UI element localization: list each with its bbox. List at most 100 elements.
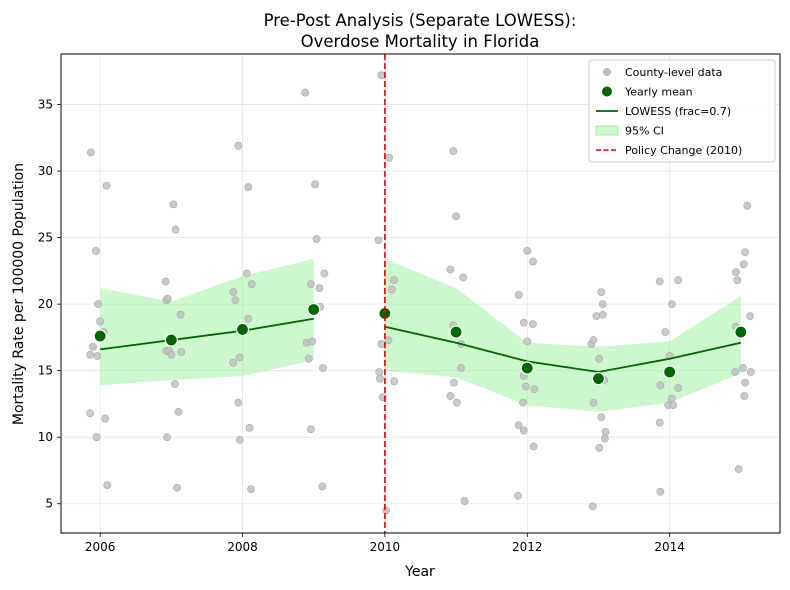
county-point (377, 71, 386, 80)
county-point (92, 433, 101, 442)
county-point (374, 236, 383, 245)
county-point (169, 200, 178, 209)
county-point (176, 310, 185, 319)
x-axis: 2006 2008 2010 2012 2014 (85, 533, 685, 554)
yearly-mean-point (520, 361, 534, 375)
county-point (529, 320, 537, 329)
county-point (459, 273, 468, 282)
county-point (601, 427, 610, 436)
county-point (452, 398, 461, 407)
county-point (318, 482, 327, 491)
county-point (741, 378, 750, 387)
county-point (595, 443, 604, 452)
lowess-line-post (384, 325, 742, 373)
county-point (739, 364, 747, 372)
county-point (600, 434, 609, 443)
legend-handle-ci (595, 125, 619, 136)
county-point (376, 374, 384, 383)
county-point (247, 485, 255, 493)
county-point (304, 354, 313, 363)
x-tick-label: 2008 (227, 540, 258, 554)
county-point (523, 337, 532, 346)
county-point (674, 276, 683, 285)
county-point (171, 380, 179, 388)
county-point (235, 353, 244, 362)
legend-label-policy: Policy Change (2010) (625, 144, 742, 157)
county-point (320, 269, 329, 278)
x-tick-label: 2014 (654, 540, 685, 554)
county-point (598, 310, 607, 319)
county-point (446, 265, 455, 274)
county-point (741, 248, 750, 257)
county-point (101, 414, 110, 423)
county-point (588, 502, 597, 511)
yearly-mean-point (734, 325, 748, 339)
county-point (529, 257, 537, 266)
confidence-bands (100, 258, 741, 412)
county-point (103, 481, 112, 489)
county-point (661, 328, 670, 336)
county-point (235, 435, 244, 444)
county-point (597, 413, 606, 422)
county-point (377, 340, 386, 348)
county-point (743, 201, 752, 210)
county-point (177, 348, 186, 356)
county-point (229, 288, 238, 297)
county-point (231, 296, 240, 305)
legend-label-lowess: LOWESS (frac=0.7) (625, 105, 731, 118)
x-tick-label: 2010 (370, 540, 401, 554)
y-tick-label: 15 (38, 364, 53, 378)
yearly-mean-point (591, 372, 606, 386)
county-points (86, 71, 755, 515)
county-point (446, 392, 455, 400)
legend-label-ci: 95% CI (625, 125, 664, 138)
county-point (301, 88, 310, 97)
chart-title-line-2: Overdose Mortality in Florida (301, 32, 540, 51)
county-point (86, 148, 95, 157)
county-point (734, 465, 743, 474)
county-point (589, 336, 598, 344)
county-point (731, 368, 740, 376)
county-point (740, 392, 749, 400)
county-point (308, 337, 317, 346)
county-point (96, 317, 105, 326)
county-point (530, 385, 539, 394)
county-point (229, 358, 238, 367)
chart-title-line-1: Pre-Post Analysis (Separate LOWESS): (264, 11, 577, 30)
county-point (598, 300, 607, 309)
county-point (592, 312, 601, 321)
yearly-mean-point (663, 365, 677, 379)
county-point (746, 312, 755, 321)
legend-handle-mean (601, 85, 613, 98)
county-point (93, 352, 102, 360)
county-point (375, 368, 384, 376)
yearly-mean-point (307, 302, 321, 317)
county-point (739, 260, 748, 269)
county-point (460, 497, 469, 505)
x-axis-label: Year (404, 564, 435, 580)
county-point (655, 277, 664, 286)
county-point (312, 235, 321, 243)
county-point (382, 506, 391, 515)
county-point (319, 364, 327, 372)
county-point (529, 442, 538, 451)
county-point (449, 147, 458, 156)
county-point (523, 247, 532, 255)
county-point (245, 423, 254, 432)
county-point (514, 421, 523, 430)
ci-band-post (384, 258, 741, 412)
county-point (91, 247, 100, 255)
county-point (86, 409, 95, 418)
county-point (174, 408, 183, 416)
county-point (597, 288, 606, 297)
y-tick-label: 30 (38, 164, 53, 178)
county-point (311, 180, 320, 189)
county-point (234, 141, 243, 150)
county-point (589, 398, 598, 407)
county-point (457, 364, 465, 372)
county-point (521, 382, 530, 391)
county-point (669, 401, 678, 410)
county-point (656, 487, 665, 496)
county-point (163, 433, 171, 442)
